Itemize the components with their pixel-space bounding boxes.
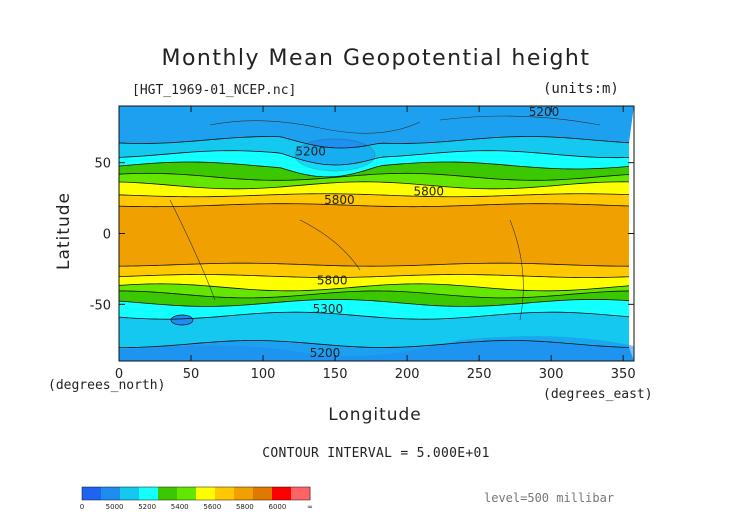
- colorbar-tick-label: 0: [80, 503, 84, 511]
- coastline: [169, 199, 216, 301]
- colorbar: 0 5000 5200 5400 5600 5800 6000 ∞: [80, 486, 313, 511]
- colorbar-swatch: [196, 487, 216, 500]
- contour-line: [118, 290, 630, 299]
- band-5000-5200: [119, 106, 634, 148]
- x-tick-label: 100: [251, 367, 276, 382]
- x-unit-left-label: (degrees_north): [48, 378, 166, 393]
- x-unit-right-label: (degrees_east): [543, 387, 653, 402]
- contour-line: [118, 161, 630, 178]
- contour-label: 5300: [313, 302, 344, 316]
- coastline: [439, 115, 601, 126]
- colorbar-tick-label: 5800: [236, 503, 254, 511]
- colorbar-swatch: [139, 487, 159, 500]
- contour-label: 5800: [324, 193, 355, 207]
- contour-line: [118, 311, 630, 320]
- colorbar-swatch: [158, 487, 178, 500]
- colorbar-tick-label: 5000: [106, 503, 124, 511]
- x-tick-label: 250: [467, 367, 492, 382]
- level-label: level=500 millibar: [484, 491, 615, 505]
- contour-line: [118, 181, 630, 190]
- coastline: [299, 219, 361, 271]
- colorbar-tick-label: 5400: [171, 503, 189, 511]
- colorbar-swatch: [272, 487, 292, 500]
- colorbar-swatch: [253, 487, 273, 500]
- contour-line: [118, 283, 630, 292]
- contour-interval-label: CONTOUR INTERVAL = 5.000E+01: [262, 446, 490, 461]
- band-5400-5500: [119, 162, 629, 181]
- chart-title: Monthly Mean Geopotential height: [161, 46, 591, 71]
- contour-label: 5200: [310, 346, 341, 360]
- colorbar-swatch: [215, 487, 235, 500]
- x-tick-label: 0: [115, 367, 123, 382]
- contour-line: [118, 193, 630, 198]
- colorbar-swatch: [177, 487, 197, 500]
- contour-line: [118, 150, 630, 166]
- y-tick-label: 0: [103, 228, 111, 243]
- colorbar-tick-label: 6000: [269, 503, 287, 511]
- coastline: [509, 219, 524, 321]
- colorbar-tick-label: ∞: [307, 503, 313, 511]
- contour-lines: [118, 136, 630, 348]
- band-5600-5700: [119, 274, 629, 291]
- band-5700-5800: [119, 263, 629, 278]
- units-label: (units:m): [543, 81, 619, 97]
- contour-label: 5200: [529, 105, 560, 119]
- band-5200-5300: [119, 136, 629, 165]
- antarctic-region: [119, 336, 634, 361]
- x-tick-label: 150: [323, 367, 348, 382]
- colorbar-swatch: [234, 487, 254, 500]
- contour-line: [118, 340, 630, 348]
- band-5700-5800: [119, 193, 629, 207]
- contour-line: [118, 262, 630, 267]
- x-axis-label: Longitude: [328, 405, 422, 425]
- contour-line: [118, 274, 630, 278]
- band-5400-5500: [119, 290, 629, 307]
- colorbar-swatch: [82, 487, 102, 500]
- contour-label: 5200: [295, 145, 326, 159]
- contour-line: [118, 172, 630, 181]
- contour-label: 5800: [413, 184, 444, 198]
- band-5800+: [119, 203, 629, 267]
- colorbar-swatch: [120, 487, 140, 500]
- x-tick-label: 350: [611, 367, 636, 382]
- colorbar-swatch: [291, 487, 311, 500]
- colorbar-frame: [81, 486, 311, 501]
- colorbar-tick-label: 5600: [203, 503, 221, 511]
- colorbar-swatch: [101, 487, 121, 500]
- southern-low-contour: [170, 314, 194, 326]
- y-tick-label: 50: [94, 157, 111, 172]
- coastline: [209, 120, 421, 134]
- x-tick-label: 50: [183, 367, 200, 382]
- x-tick-label: 200: [395, 367, 420, 382]
- contour-label: 5800: [317, 274, 348, 288]
- contour-line: [118, 299, 630, 307]
- y-tick-label: -50: [90, 298, 111, 313]
- band-5600-5700: [119, 181, 629, 197]
- contour-bands: [119, 106, 634, 361]
- colorbar-tick-label: 5200: [138, 503, 156, 511]
- band-5300-5400: [119, 150, 629, 177]
- contour-line: [118, 136, 630, 149]
- plot-axes: 0 50 100 150 200 250 300 350 -50 0 50: [90, 105, 636, 382]
- file-label: [HGT_1969-01_NCEP.nc]: [132, 83, 297, 98]
- contour-labels: 5200 5800 5200 5800 5800 5300 5200: [295, 105, 559, 360]
- x-tick-label: 300: [539, 367, 564, 382]
- band-5500-5600: [119, 173, 629, 189]
- contour-line: [118, 203, 630, 208]
